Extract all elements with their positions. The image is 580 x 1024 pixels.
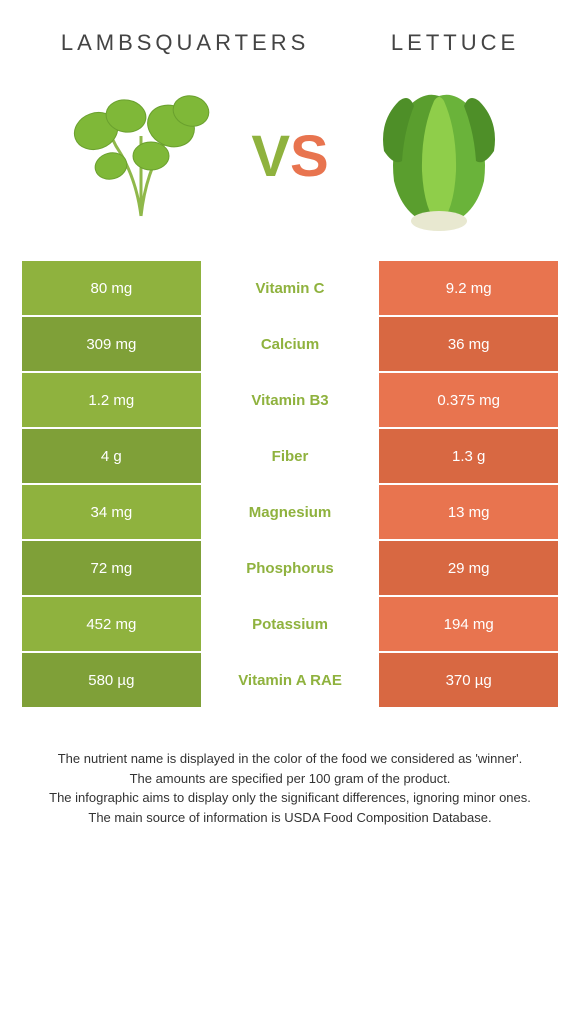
left-food-title: LAMBSQUARTERS: [61, 30, 309, 56]
table-row: 1.2 mgVitamin B30.375 mg: [22, 373, 558, 427]
right-value: 0.375 mg: [379, 373, 558, 427]
table-row: 80 mgVitamin C9.2 mg: [22, 261, 558, 315]
table-row: 309 mgCalcium36 mg: [22, 317, 558, 371]
right-value: 194 mg: [379, 597, 558, 651]
nutrient-label: Fiber: [201, 429, 380, 483]
vs-row: V S: [0, 71, 580, 261]
footer-line: The nutrient name is displayed in the co…: [28, 749, 552, 769]
vs-v: V: [251, 123, 290, 190]
left-food-image: [51, 81, 231, 231]
nutrient-label: Vitamin B3: [201, 373, 380, 427]
left-value: 452 mg: [22, 597, 201, 651]
table-row: 580 µgVitamin A RAE370 µg: [22, 653, 558, 707]
left-value: 34 mg: [22, 485, 201, 539]
left-value: 80 mg: [22, 261, 201, 315]
table-row: 72 mgPhosphorus29 mg: [22, 541, 558, 595]
right-value: 370 µg: [379, 653, 558, 707]
right-value: 36 mg: [379, 317, 558, 371]
lettuce-icon: [354, 81, 524, 231]
table-row: 452 mgPotassium194 mg: [22, 597, 558, 651]
nutrient-label: Vitamin C: [201, 261, 380, 315]
right-food-title: LETTUCE: [391, 30, 519, 56]
table-row: 4 gFiber1.3 g: [22, 429, 558, 483]
right-value: 1.3 g: [379, 429, 558, 483]
left-value: 4 g: [22, 429, 201, 483]
lambsquarters-icon: [56, 86, 226, 226]
right-value: 29 mg: [379, 541, 558, 595]
vs-s: S: [290, 123, 329, 190]
right-food-image: [349, 81, 529, 231]
left-value: 1.2 mg: [22, 373, 201, 427]
nutrient-table: 80 mgVitamin C9.2 mg309 mgCalcium36 mg1.…: [0, 261, 580, 709]
right-value: 13 mg: [379, 485, 558, 539]
table-row: 34 mgMagnesium13 mg: [22, 485, 558, 539]
nutrient-label: Phosphorus: [201, 541, 380, 595]
footer-line: The main source of information is USDA F…: [28, 808, 552, 828]
nutrient-label: Calcium: [201, 317, 380, 371]
nutrient-label: Magnesium: [201, 485, 380, 539]
right-value: 9.2 mg: [379, 261, 558, 315]
nutrient-label: Potassium: [201, 597, 380, 651]
left-value: 309 mg: [22, 317, 201, 371]
vs-label: V S: [251, 123, 328, 190]
left-value: 72 mg: [22, 541, 201, 595]
footer-line: The infographic aims to display only the…: [28, 788, 552, 808]
nutrient-label: Vitamin A RAE: [201, 653, 380, 707]
footer-line: The amounts are specified per 100 gram o…: [28, 769, 552, 789]
header: LAMBSQUARTERS LETTUCE: [0, 0, 580, 71]
footer: The nutrient name is displayed in the co…: [0, 709, 580, 847]
left-value: 580 µg: [22, 653, 201, 707]
